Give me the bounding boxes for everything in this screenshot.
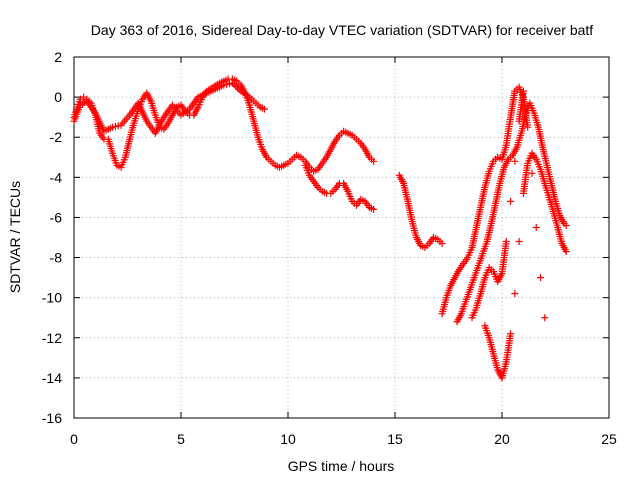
y-tick-label: -16 (42, 410, 62, 426)
x-tick-label: 0 (70, 431, 78, 447)
data-point (524, 123, 532, 131)
data-points (70, 75, 570, 382)
x-tick-labels: 0 5 10 15 20 25 (70, 431, 617, 447)
y-tick-label: -12 (42, 330, 62, 346)
plot-frame (73, 56, 610, 419)
data-point (507, 330, 515, 338)
y-tick-label: -2 (50, 129, 63, 145)
gridlines (74, 57, 609, 418)
x-tick-label: 10 (280, 431, 296, 447)
x-axis-label: GPS time / hours (288, 458, 395, 474)
x-tick-label: 5 (177, 431, 185, 447)
data-point (515, 238, 523, 246)
axis-ticks (73, 56, 610, 419)
data-point (233, 84, 241, 92)
data-point (507, 197, 515, 205)
y-tick-label: 2 (54, 49, 62, 65)
data-point (562, 248, 570, 256)
data-point (537, 274, 545, 282)
data-point (370, 157, 378, 165)
data-point (230, 81, 238, 89)
data-point (502, 238, 510, 246)
y-tick-label: -14 (42, 370, 62, 386)
x-tick-label: 25 (601, 431, 617, 447)
data-point (528, 169, 536, 177)
data-point (532, 223, 540, 231)
x-tick-label: 15 (387, 431, 403, 447)
data-point (228, 79, 236, 87)
data-point (519, 87, 527, 95)
y-tick-labels: 2 0 -2 -4 -6 -8 -10 -12 -14 -16 (42, 49, 62, 426)
y-tick-label: -6 (50, 209, 63, 225)
y-tick-label: -10 (42, 290, 62, 306)
data-point (511, 290, 519, 298)
data-point (541, 314, 549, 322)
x-tick-label: 20 (494, 431, 510, 447)
y-tick-label: -4 (50, 169, 63, 185)
y-axis-label: SDTVAR / TECUs (7, 181, 23, 293)
y-tick-label: -8 (50, 250, 63, 266)
data-point (511, 157, 519, 165)
chart-title: Day 363 of 2016, Sidereal Day-to-day VTE… (91, 22, 594, 38)
data-point (235, 85, 243, 93)
y-tick-label: 0 (54, 89, 62, 105)
data-point (370, 205, 378, 213)
data-point (260, 105, 268, 113)
data-point (562, 221, 570, 229)
data-point (232, 82, 240, 90)
data-point (438, 240, 446, 248)
